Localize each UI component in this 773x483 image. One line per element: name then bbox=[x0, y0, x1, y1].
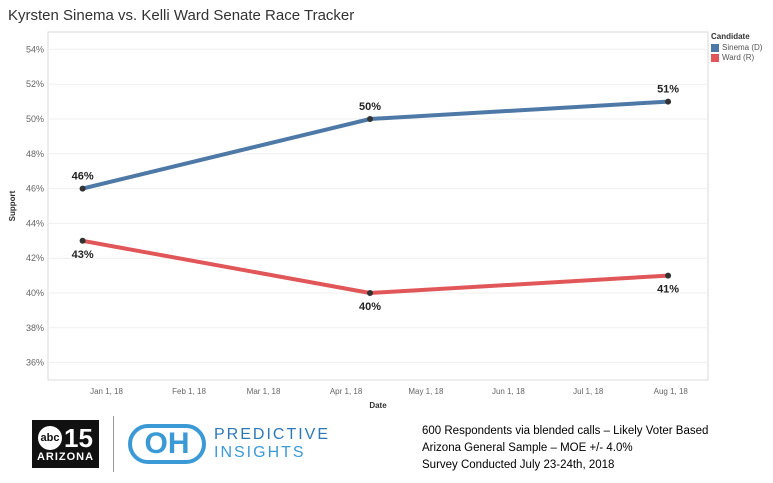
y-tick-label: 38% bbox=[26, 323, 44, 333]
data-label: 50% bbox=[359, 101, 381, 113]
line-chart: 36% 38% 40% 42% 44% 46% 48% 50% 52% 54% Jan 1, 18 F… bbox=[8, 31, 709, 410]
x-tick-label: Jan 1, 18 bbox=[90, 387, 123, 396]
data-point bbox=[79, 185, 86, 192]
legend-swatch bbox=[711, 43, 719, 52]
data-point bbox=[79, 237, 86, 244]
abc-region: ARIZONA bbox=[36, 451, 95, 463]
insights-text: INSIGHTS bbox=[214, 444, 306, 461]
x-tick-label: May 1, 18 bbox=[408, 387, 444, 396]
data-point bbox=[367, 290, 374, 296]
y-tick-label: 36% bbox=[26, 358, 44, 368]
notes-line-3: Survey Conducted July 23-24th, 2018 bbox=[422, 459, 615, 471]
y-axis-label: Support bbox=[8, 190, 17, 221]
series-line-sinema bbox=[82, 99, 669, 191]
x-tick-label: Apr 1, 18 bbox=[330, 387, 363, 396]
data-point bbox=[367, 116, 374, 122]
abc-circle-mark: abc bbox=[38, 426, 63, 450]
survey-notes: 600 Respondents via blended calls – Like… bbox=[422, 423, 708, 474]
y-tick-label: 44% bbox=[26, 218, 44, 228]
y-tick-label: 54% bbox=[26, 44, 44, 54]
x-tick-label: Feb 1, 18 bbox=[172, 387, 206, 396]
y-tick-label: 48% bbox=[26, 149, 44, 159]
logo-divider bbox=[113, 416, 114, 472]
legend-label: Ward (R) bbox=[722, 53, 755, 62]
legend-label: Sinema (D) bbox=[722, 43, 763, 52]
legend: Candidate Sinema (D) Ward (R) bbox=[711, 32, 762, 63]
x-tick-label: Aug 1, 18 bbox=[654, 387, 689, 396]
x-axis-label: Date bbox=[369, 401, 387, 410]
legend-item-sinema[interactable]: Sinema (D) bbox=[711, 43, 762, 52]
x-tick-label: Jun 1, 18 bbox=[492, 387, 525, 396]
abc-number: 15 bbox=[64, 423, 93, 453]
legend-item-ward[interactable]: Ward (R) bbox=[711, 53, 762, 62]
y-tick-label: 42% bbox=[26, 253, 44, 263]
y-tick-label: 46% bbox=[26, 184, 44, 194]
plot-area bbox=[47, 31, 709, 381]
series-line-ward bbox=[82, 238, 669, 295]
notes-line-1: 600 Respondents via blended calls – Like… bbox=[422, 425, 709, 437]
x-tick-label: Jul 1, 18 bbox=[573, 387, 604, 396]
y-tick-label: 50% bbox=[26, 114, 44, 124]
legend-swatch bbox=[711, 53, 719, 62]
data-label: 46% bbox=[72, 171, 94, 183]
predictive-insights-logo: PREDICTIVE INSIGHTS bbox=[214, 426, 330, 462]
data-point bbox=[665, 272, 672, 279]
predictive-text: PREDICTIVE bbox=[214, 426, 331, 443]
logo-bar: abc 15 ARIZONA OH PREDICTIVE INSIGHTS bbox=[32, 416, 330, 472]
chart-title: Kyrsten Sinema vs. Kelli Ward Senate Rac… bbox=[8, 7, 355, 24]
oh-logo: OH bbox=[128, 424, 206, 464]
data-label: 43% bbox=[72, 249, 94, 261]
data-label: 41% bbox=[657, 284, 679, 296]
notes-line-2: Arizona General Sample – MOE +/- 4.0% bbox=[422, 442, 633, 454]
x-tick-label: Mar 1, 18 bbox=[247, 387, 281, 396]
data-label: 40% bbox=[359, 301, 381, 313]
legend-title: Candidate bbox=[711, 32, 750, 41]
abc15-logo: abc 15 ARIZONA bbox=[32, 420, 99, 468]
y-tick-label: 40% bbox=[26, 288, 44, 298]
data-label: 51% bbox=[657, 84, 679, 96]
data-point bbox=[665, 98, 672, 105]
y-tick-label: 52% bbox=[26, 79, 44, 89]
